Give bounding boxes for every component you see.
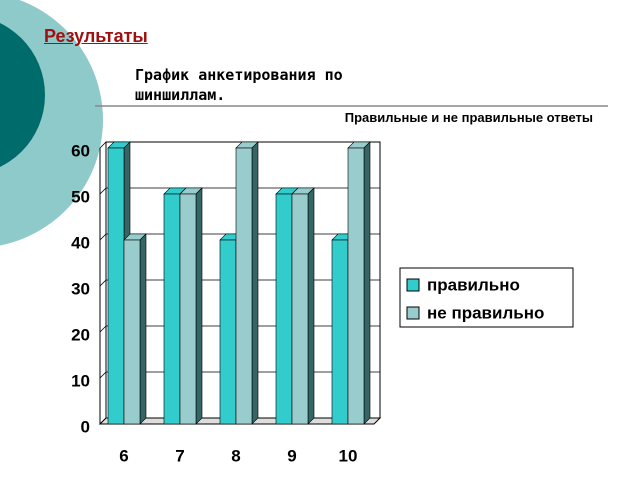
y-tick-label: 50 <box>71 187 90 206</box>
bar-side <box>139 233 147 425</box>
bar <box>347 147 365 425</box>
bar <box>179 193 197 425</box>
bar <box>107 147 125 425</box>
x-tick-label: 7 <box>175 446 184 465</box>
grid-line <box>99 141 380 149</box>
decor-circle <box>0 23 45 167</box>
bar-side <box>195 187 203 425</box>
legend-swatch <box>406 306 420 320</box>
y-tick-label: 20 <box>71 325 90 344</box>
y-tick-label: 0 <box>81 417 90 436</box>
x-tick-label: 6 <box>119 446 128 465</box>
x-tick-label: 9 <box>287 446 296 465</box>
y-tick-label: 40 <box>71 233 90 252</box>
y-tick-label: 60 <box>71 141 90 160</box>
bar <box>275 193 293 425</box>
bar <box>123 239 141 425</box>
legend-swatch <box>406 278 420 292</box>
chart-title: График анкетирования по шиншиллам. <box>135 66 343 104</box>
bar <box>331 239 349 425</box>
x-tick-label: 8 <box>231 446 240 465</box>
chart-subtitle: Правильные и не правильные ответы <box>344 110 593 125</box>
legend-label: не правильно <box>427 303 544 322</box>
bar-side <box>363 141 371 425</box>
bar <box>291 193 309 425</box>
heading: Результаты <box>44 26 148 46</box>
y-tick-label: 30 <box>71 279 90 298</box>
bar-side <box>251 141 259 425</box>
bar-side <box>307 187 315 425</box>
y-tick-label: 10 <box>71 371 90 390</box>
bar <box>219 239 237 425</box>
bar <box>163 193 181 425</box>
legend <box>399 267 574 328</box>
legend-label: правильно <box>427 275 520 294</box>
bar <box>235 147 253 425</box>
x-tick-label: 10 <box>339 446 358 465</box>
